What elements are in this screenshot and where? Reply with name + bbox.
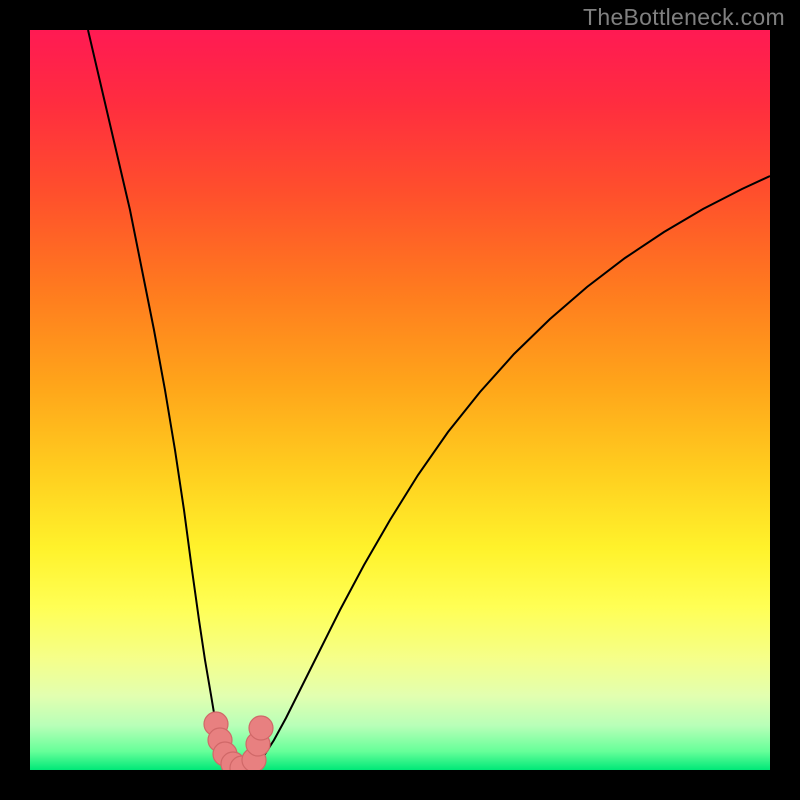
marker-dot — [249, 716, 273, 740]
plot-svg — [30, 30, 770, 770]
watermark-text: TheBottleneck.com — [583, 4, 785, 31]
plot-area — [30, 30, 770, 770]
frame-right — [770, 0, 800, 800]
stage: TheBottleneck.com — [0, 0, 800, 800]
gradient-background — [30, 30, 770, 770]
frame-bottom — [0, 770, 800, 800]
frame-left — [0, 0, 30, 800]
